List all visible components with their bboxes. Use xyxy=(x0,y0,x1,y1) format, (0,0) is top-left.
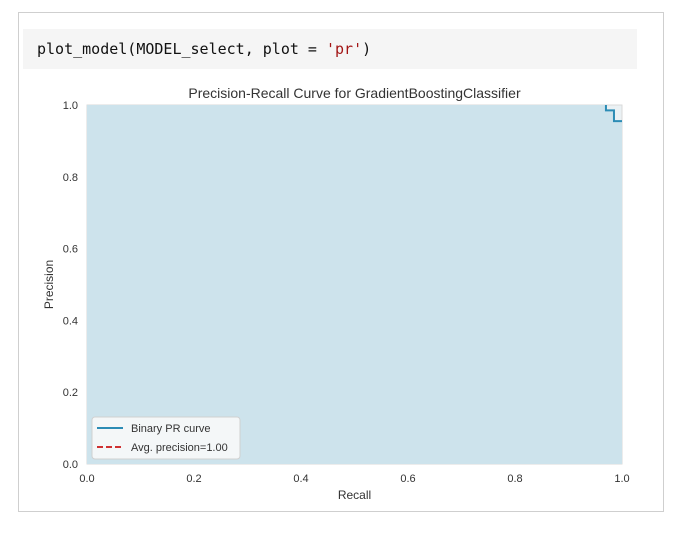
x-tick-label: 0.4 xyxy=(293,473,308,485)
x-tick-label: 0.0 xyxy=(79,473,94,485)
x-tick-label: 0.6 xyxy=(400,473,415,485)
x-tick-label: 0.2 xyxy=(186,473,201,485)
code-prefix: plot_model(MODEL_select, plot = xyxy=(37,40,326,58)
x-tick-label: 0.8 xyxy=(507,473,522,485)
code-input[interactable]: plot_model(MODEL_select, plot = 'pr') xyxy=(23,29,637,69)
code-string-arg: 'pr' xyxy=(325,40,363,58)
y-tick-label: 0.2 xyxy=(63,387,78,399)
pr-curve-line xyxy=(604,105,622,123)
legend-label-pr-curve: Binary PR curve xyxy=(131,423,210,435)
y-axis-label: Precision xyxy=(42,260,56,309)
y-tick-label: 0.8 xyxy=(63,172,78,184)
y-tick-label: 0.4 xyxy=(63,315,78,327)
x-tick-label: 1.0 xyxy=(614,473,629,485)
pr-area-fill xyxy=(87,105,622,464)
chart-title: Precision-Recall Curve for GradientBoost… xyxy=(188,85,521,101)
y-tick-label: 1.0 xyxy=(63,100,78,112)
legend-box xyxy=(91,416,241,460)
x-axis-label: Recall xyxy=(338,488,371,502)
code-suffix: ) xyxy=(362,40,372,58)
legend-label-avg-precision: Avg. precision=1.00 xyxy=(131,442,228,454)
legend: Binary PR curve Avg. precision=1.00 xyxy=(91,416,241,460)
y-tick-label: 0.6 xyxy=(63,244,78,256)
y-tick-label: 0.0 xyxy=(63,459,78,471)
